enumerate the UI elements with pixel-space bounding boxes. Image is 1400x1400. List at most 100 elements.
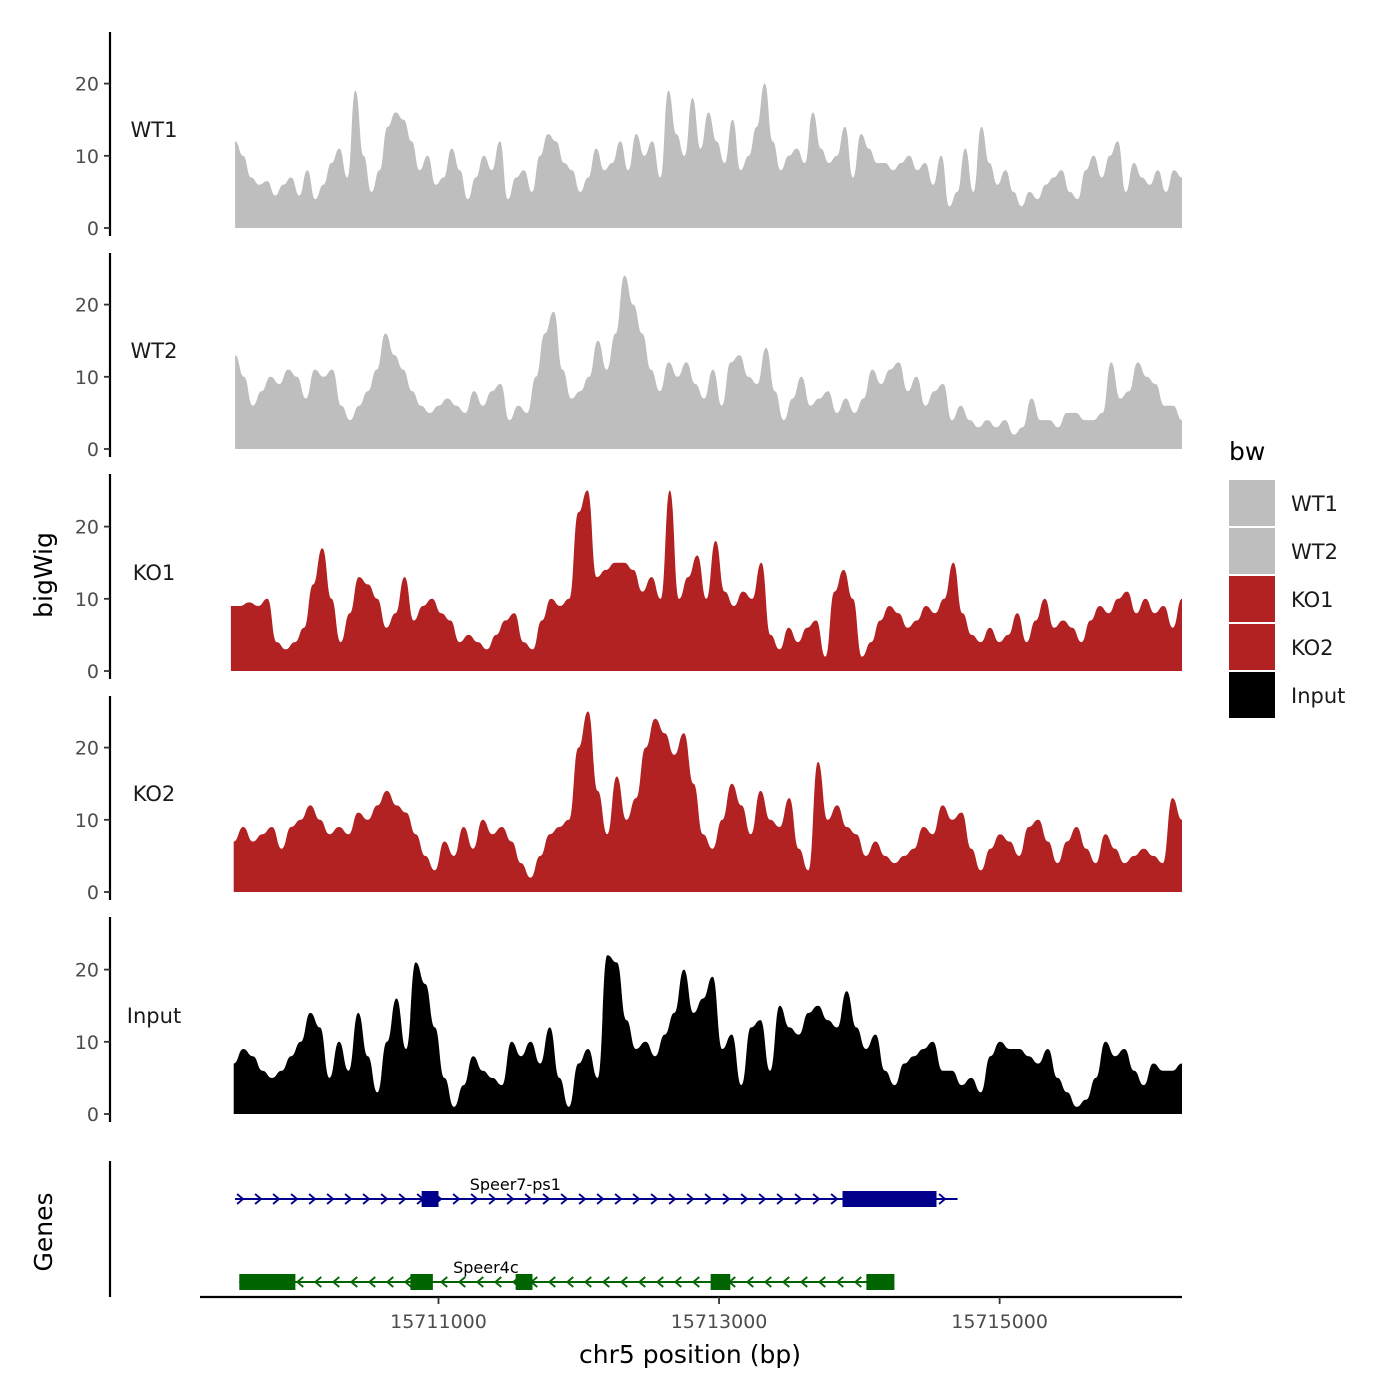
track-label-input: Input (127, 1004, 181, 1028)
strand-arrow (830, 1193, 839, 1205)
gene-panel: Speer7-ps1 Speer4c (108, 1161, 958, 1297)
strand-arrow (493, 1276, 502, 1288)
strand-arrow (673, 1276, 682, 1288)
strand-arrow (452, 1193, 461, 1205)
y-axes: 0 10 20 0 10 20 0 10 20 0 10 20 0 10 20 (75, 32, 112, 1126)
strand-arrow (745, 1276, 754, 1288)
exon-speer4c (515, 1274, 533, 1290)
y-tick-label: 10 (75, 367, 99, 389)
coverage-area-wt1 (235, 83, 1183, 228)
strand-arrow (758, 1193, 767, 1205)
gene-label-speer7-ps1: Speer7-ps1 (470, 1175, 561, 1194)
coverage-area-input (233, 955, 1182, 1114)
coverage-area-wt2 (235, 275, 1183, 449)
exon-speer4c (239, 1274, 296, 1290)
legend-label-input: Input (1291, 684, 1345, 708)
strand-arrow (632, 1193, 641, 1205)
strand-arrow (524, 1193, 533, 1205)
strand-arrow (740, 1193, 749, 1205)
strand-arrow (763, 1276, 772, 1288)
legend-label-ko2: KO2 (1291, 636, 1334, 660)
legend-swatch-ko2 (1229, 624, 1275, 670)
legend-swatch-wt1 (1229, 480, 1275, 526)
strand-arrow (547, 1276, 556, 1288)
strand-arrow (560, 1193, 569, 1205)
strand-arrow (668, 1193, 677, 1205)
strand-arrow (578, 1193, 587, 1205)
y-tick-label: 20 (75, 517, 99, 539)
track-label-ko1: KO1 (133, 561, 176, 585)
exon-speer4c (866, 1274, 895, 1290)
strand-arrow (475, 1276, 484, 1288)
legend-label-wt1: WT1 (1291, 492, 1338, 516)
strand-arrow (380, 1193, 389, 1205)
strand-arrow (637, 1276, 646, 1288)
track-label-wt1: WT1 (131, 118, 178, 142)
strand-arrow (781, 1276, 790, 1288)
y-tick-label: 20 (75, 74, 99, 96)
y-tick-label: 20 (75, 295, 99, 317)
strand-arrow (254, 1193, 263, 1205)
strand-arrow (488, 1193, 497, 1205)
strand-arrow (439, 1276, 448, 1288)
y-tick-label: 20 (75, 960, 99, 982)
legend-title: bw (1229, 437, 1265, 466)
y-tick-label: 10 (75, 1032, 99, 1054)
exon-speer7-ps1 (421, 1191, 439, 1207)
y-tick-label: 0 (87, 1104, 99, 1126)
strand-arrow (794, 1193, 803, 1205)
y-tick-label: 0 (87, 218, 99, 240)
y-axis-title: bigWig (29, 532, 58, 618)
strand-arrow (596, 1193, 605, 1205)
strand-arrow (313, 1276, 322, 1288)
strand-arrow (565, 1276, 574, 1288)
strand-arrow (691, 1276, 700, 1288)
legend-swatch-input (1229, 672, 1275, 718)
strand-arrow (614, 1193, 623, 1205)
exon-speer4c (710, 1274, 731, 1290)
legend-swatch-wt2 (1229, 528, 1275, 574)
strand-arrow (799, 1276, 808, 1288)
legend: bw WT1 WT2 KO1 KO2 Input (1229, 437, 1345, 718)
x-axis-title: chr5 position (bp) (579, 1340, 801, 1369)
strand-arrow (236, 1193, 245, 1205)
strand-arrow (457, 1276, 466, 1288)
strand-arrow (272, 1193, 281, 1205)
legend-swatch-ko1 (1229, 576, 1275, 622)
y-tick-label: 0 (87, 439, 99, 461)
strand-arrow (722, 1193, 731, 1205)
strand-arrow (470, 1193, 479, 1205)
y-tick-label: 10 (75, 810, 99, 832)
strand-arrow (938, 1193, 947, 1205)
strand-arrow (331, 1276, 340, 1288)
genes-panel-title: Genes (29, 1192, 58, 1271)
coverage-area-ko2 (233, 711, 1182, 892)
x-axis: 15711000 15713000 15715000 (200, 1295, 1182, 1333)
strand-arrow (385, 1276, 394, 1288)
exon-speer4c (410, 1274, 433, 1290)
strand-arrow (619, 1276, 628, 1288)
strand-arrow (601, 1276, 610, 1288)
strand-arrow (812, 1193, 821, 1205)
strand-arrow (835, 1276, 844, 1288)
strand-arrow (295, 1276, 304, 1288)
strand-arrow (344, 1193, 353, 1205)
strand-arrow (776, 1193, 785, 1205)
strand-arrow (367, 1276, 376, 1288)
x-tick-label: 15713000 (671, 1311, 768, 1333)
strand-arrow (403, 1276, 412, 1288)
strand-arrow (655, 1276, 664, 1288)
x-tick-label: 15711000 (390, 1311, 487, 1333)
y-tick-label: 0 (87, 882, 99, 904)
strand-arrow (290, 1193, 299, 1205)
strand-arrow (349, 1276, 358, 1288)
track-label-ko2: KO2 (133, 782, 176, 806)
gene-label-speer4c: Speer4c (453, 1258, 519, 1277)
legend-label-ko1: KO1 (1291, 588, 1334, 612)
y-tick-label: 10 (75, 589, 99, 611)
strand-arrow (398, 1193, 407, 1205)
strand-arrow (326, 1193, 335, 1205)
y-tick-label: 20 (75, 738, 99, 760)
y-tick-label: 10 (75, 146, 99, 168)
coverage-tracks: WT1 WT2 KO1 KO2 Input (127, 83, 1183, 1114)
